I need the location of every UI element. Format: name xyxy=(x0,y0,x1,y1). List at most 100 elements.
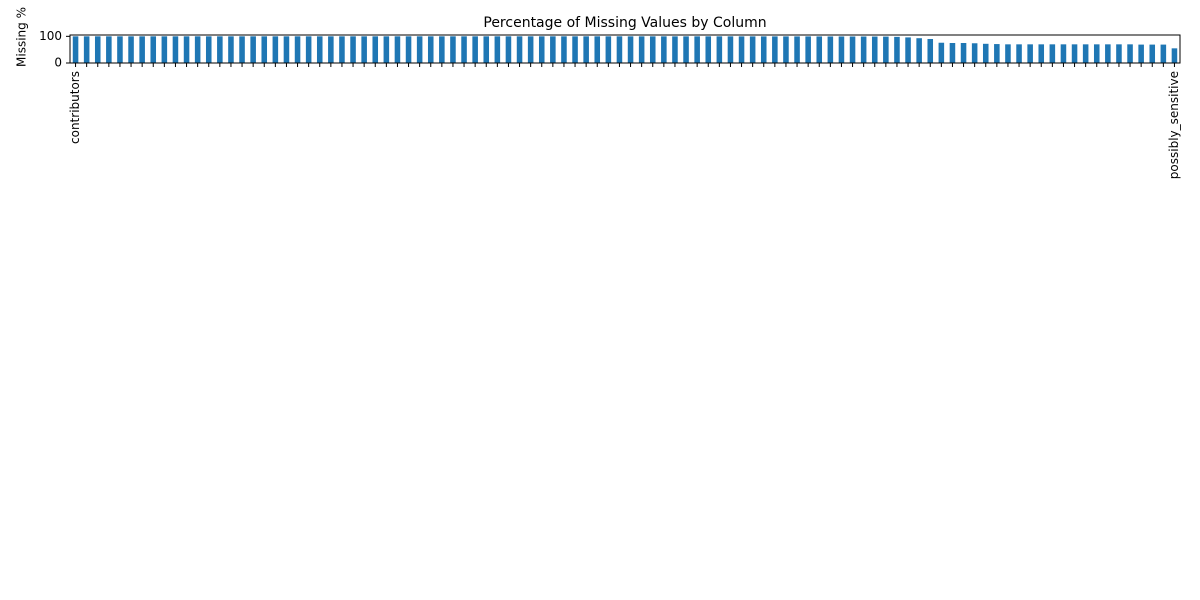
bar xyxy=(1105,44,1111,63)
bar xyxy=(805,36,811,63)
bar xyxy=(1116,44,1122,63)
bar xyxy=(727,36,734,63)
bar xyxy=(572,36,578,63)
bar xyxy=(649,36,656,63)
y-tick-label: 100 xyxy=(39,29,62,43)
bar xyxy=(72,36,79,63)
bar xyxy=(283,36,290,63)
bar xyxy=(1160,44,1167,63)
bar xyxy=(1082,44,1089,63)
x-tick-label: possibly_sensitive xyxy=(1167,71,1181,179)
bar xyxy=(250,36,256,63)
bar xyxy=(483,36,490,63)
bar xyxy=(605,36,612,63)
bar xyxy=(516,36,523,63)
bar xyxy=(239,36,245,63)
bar xyxy=(261,36,268,63)
bar xyxy=(527,36,534,63)
bar xyxy=(361,36,367,63)
bar xyxy=(694,36,700,63)
bar xyxy=(683,36,689,63)
bar xyxy=(161,36,168,63)
bar xyxy=(583,36,589,63)
bar xyxy=(228,36,234,63)
bar xyxy=(1016,44,1022,63)
bar xyxy=(883,36,889,63)
bar xyxy=(383,36,390,63)
bar xyxy=(971,43,978,63)
bar xyxy=(772,36,778,63)
bar xyxy=(117,36,123,63)
bar xyxy=(738,36,745,63)
bar xyxy=(627,36,634,63)
bar xyxy=(927,39,934,63)
bar xyxy=(139,36,145,63)
bar xyxy=(860,36,867,63)
bar xyxy=(205,36,212,63)
bar xyxy=(427,36,434,63)
bar xyxy=(1005,44,1011,63)
bar xyxy=(816,36,823,63)
bar xyxy=(450,36,456,63)
bar xyxy=(339,36,345,63)
bar xyxy=(938,42,945,63)
bar xyxy=(372,36,379,63)
bar xyxy=(328,36,334,63)
bar xyxy=(838,36,845,63)
bar xyxy=(994,44,1000,63)
bar xyxy=(183,36,190,63)
bar xyxy=(416,36,423,63)
bar xyxy=(150,36,157,63)
bar xyxy=(672,36,678,63)
bar xyxy=(350,36,356,63)
bar xyxy=(461,36,467,63)
bar xyxy=(106,36,112,63)
bar xyxy=(561,36,567,63)
bar xyxy=(916,38,922,63)
bar xyxy=(1071,44,1078,63)
chart-title: Percentage of Missing Values by Column xyxy=(483,15,766,31)
bar xyxy=(439,36,445,63)
bar xyxy=(294,36,301,63)
bar xyxy=(616,36,623,63)
bar xyxy=(749,36,756,63)
bar xyxy=(982,43,989,63)
bar xyxy=(316,36,323,63)
bar xyxy=(1138,44,1144,63)
bar xyxy=(760,36,767,63)
bar xyxy=(394,36,401,63)
bar xyxy=(505,36,512,63)
bar xyxy=(1060,44,1067,63)
bar xyxy=(783,36,789,63)
bar xyxy=(1049,44,1056,63)
bar xyxy=(1171,48,1178,63)
y-axis-label: Missing % xyxy=(15,7,29,67)
bar xyxy=(305,36,312,63)
x-tick-label: contributors xyxy=(68,71,82,144)
bar xyxy=(705,36,712,63)
bar xyxy=(272,36,279,63)
bar xyxy=(194,36,201,63)
bar xyxy=(217,36,223,63)
bar xyxy=(905,37,911,63)
bar xyxy=(1149,44,1156,63)
bar xyxy=(172,36,179,63)
bar xyxy=(1038,44,1045,63)
bar xyxy=(1027,44,1033,63)
bar xyxy=(1093,44,1100,63)
bar xyxy=(638,36,645,63)
bar xyxy=(849,36,856,63)
bar xyxy=(949,43,956,63)
bar xyxy=(661,36,667,63)
bar xyxy=(794,36,800,63)
bar xyxy=(83,36,90,63)
plot-frame xyxy=(69,34,1181,64)
bar xyxy=(594,36,601,63)
bar xyxy=(128,36,134,63)
bar xyxy=(871,36,878,63)
bar xyxy=(494,36,501,63)
bar xyxy=(94,36,101,63)
bar xyxy=(894,36,900,63)
bar xyxy=(550,36,556,63)
